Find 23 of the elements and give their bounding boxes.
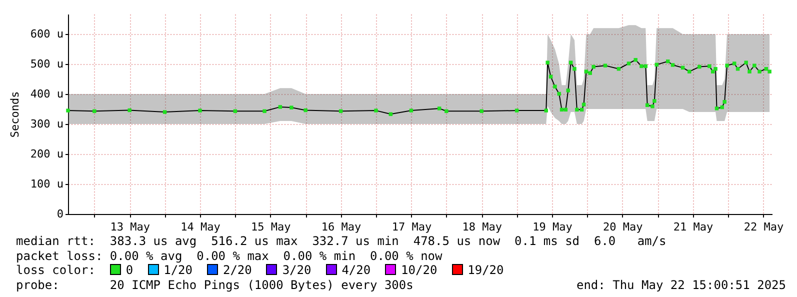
text: loss color: 0 1/20 2/20 3/20 4/20 10/20 19/20 xyxy=(16,263,504,277)
y-tick-label: 0 xyxy=(56,208,64,220)
y-tick-label: 200 u xyxy=(30,148,64,161)
y-tick-label: 600 u xyxy=(30,28,64,41)
y-tick-label: 400 u xyxy=(30,88,64,101)
x-tick-label: 15 May xyxy=(251,220,292,234)
text: median rtt: 383.3 us avg 516.2 us max 332.7 us min 478.5 us now 0.1 ms sd 6.0 am/s xyxy=(16,234,668,248)
x-tick-label: 21 May xyxy=(673,220,714,234)
text: packet loss: 0.00 % avg 0.00 % max 0.00 % min 0.00 % now xyxy=(16,248,444,263)
x-tick-label: 17 May xyxy=(392,220,432,234)
x-tick-label: 19 May xyxy=(532,220,573,234)
x-tick-label: 16 May xyxy=(321,220,362,234)
x-tick-label: 20 May xyxy=(603,220,644,234)
x-tick-label: 18 May xyxy=(462,220,502,234)
y-tick-label: 500 u xyxy=(30,58,64,71)
x-tick-label: 22 May xyxy=(744,220,784,234)
x-tick-label: 13 May xyxy=(110,220,150,234)
text: end: Thu May 22 15:00:51 2025 xyxy=(576,278,786,292)
y-axis-title: Seconds xyxy=(8,91,22,138)
y-tick-label: 300 u xyxy=(30,118,64,131)
x-tick-label: 14 May xyxy=(180,220,221,234)
y-tick-label: 100 u xyxy=(30,178,64,191)
text: probe: 20 ICMP Echo Pings (1000 Bytes) every 300s xyxy=(16,278,414,292)
